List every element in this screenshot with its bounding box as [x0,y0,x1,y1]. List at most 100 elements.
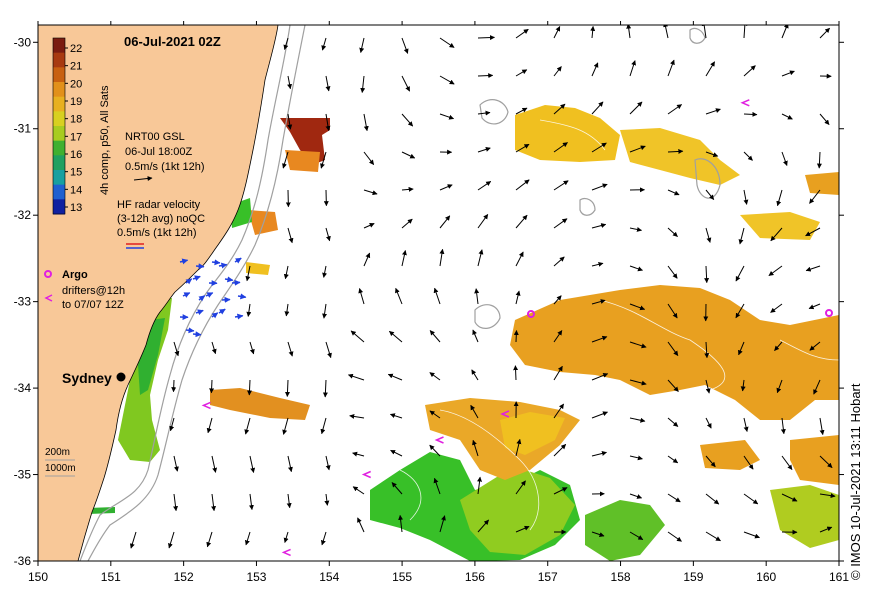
gsl-arrow [591,373,609,381]
gsl-arrow [363,189,378,196]
gsl-arrow [819,455,833,468]
gsl-arrow [352,486,365,495]
gsl-arrow [809,189,821,204]
gsl-arrow [591,261,604,267]
gsl-arrow [350,330,365,343]
gsl-arrow [774,341,783,351]
gsl-arrow [471,369,479,381]
gsl-arrow [705,531,721,542]
y-tick-label: -33 [14,295,32,309]
gsl-arrow [283,37,289,50]
sst-contour-line [539,119,606,151]
gsl-arrow [629,379,647,386]
gsl-arrow [808,303,821,310]
gsl-arrow [743,151,753,161]
gsl-arrow [667,303,678,319]
colorbar-tick-label: 21 [70,61,82,73]
gsl-arrow [439,113,455,120]
gsl-arrow [776,189,783,207]
gsl-arrow [284,379,290,397]
gsl-arrow [743,417,749,432]
colorbar-tick-label: 13 [70,202,82,214]
gsl-arrow [705,61,716,77]
gsl-arrow [401,218,413,229]
hf-arrow [231,279,241,286]
gsl-arrow [246,303,252,317]
gsl-arrow [813,379,821,395]
isobath-200m [79,25,291,561]
gsl-arrow [735,265,745,282]
colorbar-tick-label: 17 [70,131,82,143]
hf-arrow [185,327,195,334]
gsl-arrow [629,145,646,153]
gsl-arrow [629,493,643,499]
drifter-tracks [201,99,750,557]
hf-legend-line2: (3-12h avg) noQC [117,213,205,225]
colorbar-tick-labels: 22 21 20 19 18 17 16 15 14 13 [65,43,82,214]
gsl-arrow [701,25,707,39]
gsl-arrow [401,151,416,159]
argo-float-marker [527,310,535,318]
gsl-arrow [515,251,524,267]
gsl-arrow [740,379,746,392]
gsl-arrow [770,303,783,313]
gsl-arrow [363,113,369,132]
colorbar-block [53,126,65,142]
gsl-arrow [667,455,679,464]
y-tick-label: -31 [14,122,32,136]
gsl-arrow [629,341,647,349]
gsl-arrow [819,27,830,39]
seamount-contour [579,197,596,216]
gsl-arrow [819,417,825,436]
gsl-arrow [705,108,721,115]
sst-patch-northeast-orange [805,172,839,195]
hf-arrow [234,257,242,264]
gsl-arrow [591,101,604,115]
gsl-arrow [401,75,411,92]
argo-legend-line1: Argo [62,269,88,281]
colorbar-block [53,96,65,112]
gsl-arrow [284,303,290,317]
x-tick-label: 161 [829,570,849,584]
colorbar-block [53,38,65,54]
gsl-arrow [433,477,441,495]
gsl-arrow [398,514,404,533]
gsl-arrow [244,417,251,435]
gsl-arrow [819,113,830,125]
gsl-arrow [173,455,179,472]
argo-legend-icon [44,270,52,278]
gsl-arrow [553,403,565,419]
gsl-arrow [287,75,293,90]
map-title: 06-Jul-2021 02Z [124,34,221,49]
sst-patch-mid-shelf-orange [210,388,310,420]
gsl-arrow [515,480,526,495]
gsl-arrow [591,451,607,457]
sst-patch-center-yellow [500,412,565,455]
gsl-arrow [171,379,177,393]
gsl-arrow [206,417,213,434]
gsl-arrow [477,213,489,229]
colorbar-blocks [53,38,65,215]
gsl-arrow [553,218,568,229]
gsl-arrow [629,227,642,232]
gsl-arrow [667,531,682,542]
gsl-arrow [439,37,455,48]
drifter-marker [281,548,291,557]
gsl-arrow [591,299,606,305]
gsl-arrow [513,330,519,343]
gsl-arrow [743,65,756,77]
gsl-arrow [168,531,175,549]
gsl-arrow [211,493,217,512]
colorbar-block [53,111,65,127]
gsl-arrow [357,517,365,533]
argo-legend-line2: drifters@12h [62,285,125,297]
gsl-arrow [439,515,446,533]
sst-patch-mid-east-yellow [740,212,820,240]
gsl-arrow [429,410,441,419]
hf-arrow [237,293,247,300]
gsl-arrow [287,455,293,473]
gsl-arrow [287,227,294,244]
hf-arrow [211,312,219,319]
colorbar-tick-label: 15 [70,167,82,179]
gsl-arrow [474,288,480,305]
